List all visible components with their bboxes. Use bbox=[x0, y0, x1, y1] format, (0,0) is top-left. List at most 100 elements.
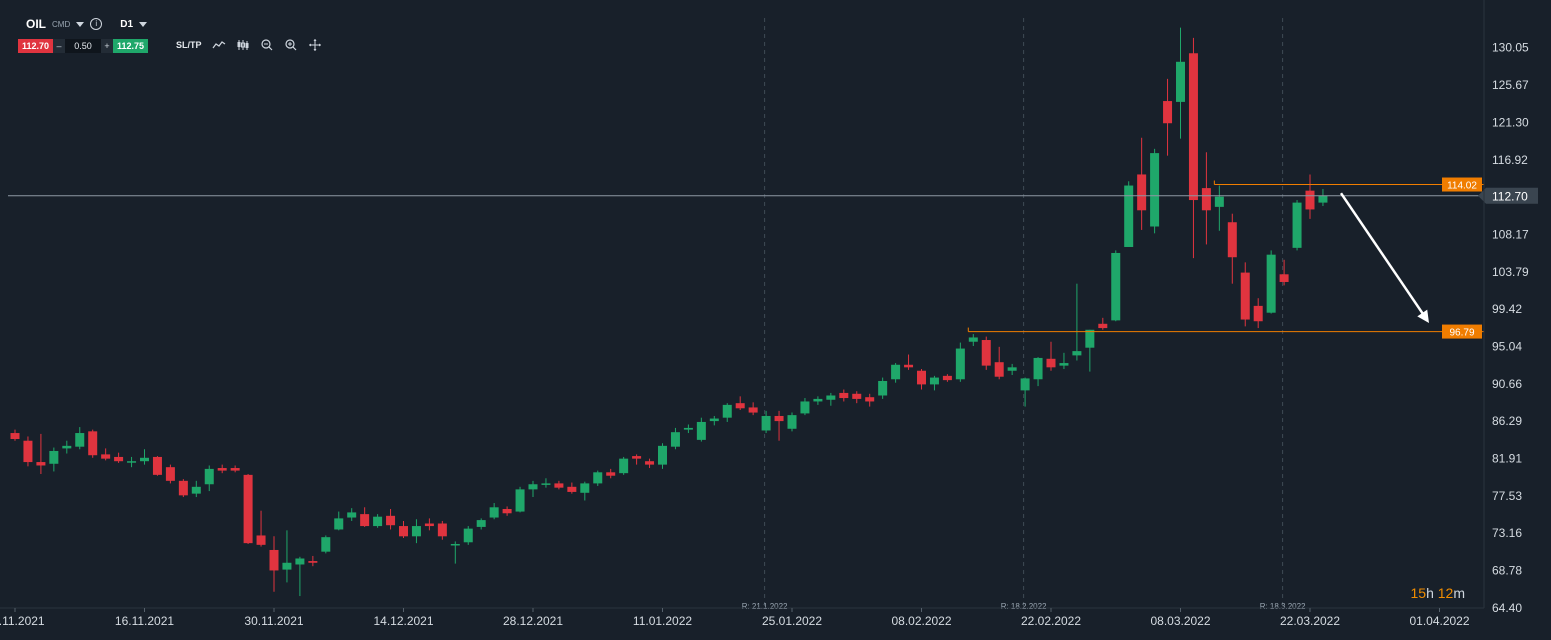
chart-toolbar: OIL CMD i D1 112.70 – 0.50 + 112.75 SL/T… bbox=[0, 0, 1551, 64]
time-axis[interactable]: 02.11.2021 16.11.2021 30.11.2021 14.12.2021… bbox=[0, 607, 1484, 628]
forecast-arrow-head bbox=[1417, 309, 1429, 323]
candle-body bbox=[476, 520, 486, 527]
candle-body bbox=[36, 462, 46, 466]
price-tick-label: 73.16 bbox=[1492, 526, 1522, 540]
candle-body bbox=[774, 415, 784, 422]
candle-body bbox=[891, 364, 901, 380]
candle-body bbox=[826, 395, 836, 400]
candle-body bbox=[489, 507, 499, 518]
candle-body bbox=[437, 523, 447, 537]
candle-body bbox=[1253, 305, 1263, 322]
symbol-name[interactable]: OIL bbox=[26, 17, 46, 31]
rollover-label: R: 18.2.2022 bbox=[1001, 602, 1047, 611]
candle-body bbox=[1318, 195, 1328, 203]
buy-button[interactable]: 112.75 bbox=[113, 39, 149, 53]
zoom-out-icon[interactable] bbox=[260, 39, 274, 51]
candle-body bbox=[515, 489, 525, 512]
symbol-dropdown-chevron-icon[interactable] bbox=[76, 21, 85, 27]
symbol-row: OIL CMD i D1 bbox=[26, 17, 148, 31]
price-levels[interactable]: 112.70 114.02 96.79 bbox=[8, 177, 1538, 339]
candle-body bbox=[217, 468, 227, 471]
time-tick-label: 25.01.2022 bbox=[762, 614, 822, 628]
price-tick-label: 90.66 bbox=[1492, 377, 1522, 391]
current-price-badge bbox=[1478, 187, 1538, 204]
candle-body bbox=[1085, 329, 1095, 348]
forecast-arrow bbox=[1339, 192, 1429, 323]
candle-body bbox=[1033, 357, 1043, 380]
instrument-type: CMD bbox=[52, 19, 71, 29]
candle-body bbox=[1201, 188, 1211, 211]
timeframe-value[interactable]: D1 bbox=[120, 18, 134, 30]
candle-body bbox=[152, 456, 162, 475]
time-tick-label: 28.12.2021 bbox=[503, 614, 563, 628]
candle-body bbox=[955, 348, 965, 380]
candle-body bbox=[813, 398, 823, 402]
candle-body bbox=[1098, 323, 1108, 329]
candle-body bbox=[1188, 53, 1198, 201]
time-tick-label: 22.02.2022 bbox=[1021, 614, 1081, 628]
crosshair-icon[interactable] bbox=[308, 39, 322, 51]
candle-body bbox=[1292, 202, 1302, 248]
lot-decrease-button[interactable]: – bbox=[53, 39, 66, 53]
candle-body bbox=[101, 454, 111, 459]
candle-body bbox=[1046, 358, 1056, 368]
sltp-button[interactable]: SL/TP bbox=[176, 40, 202, 50]
current-price-label: 112.70 bbox=[1492, 189, 1528, 203]
time-tick-label: 14.12.2021 bbox=[373, 614, 433, 628]
time-tick-label: 08.03.2022 bbox=[1150, 614, 1210, 628]
candle-body bbox=[1176, 61, 1185, 102]
candle-body bbox=[1163, 101, 1173, 124]
candle-body bbox=[541, 483, 551, 485]
candle-body bbox=[502, 509, 512, 514]
candle-body bbox=[1124, 185, 1134, 247]
candle-body bbox=[1266, 254, 1276, 313]
candle-body bbox=[645, 461, 655, 465]
level-label: 114.02 bbox=[1447, 181, 1477, 192]
time-tick-label: 08.02.2022 bbox=[891, 614, 951, 628]
candle-body bbox=[256, 535, 266, 545]
countdown-hours-unit: h bbox=[1426, 585, 1434, 601]
candle-body bbox=[696, 421, 706, 440]
candle-body bbox=[269, 549, 279, 571]
candle-body bbox=[800, 401, 810, 414]
candle-body bbox=[334, 518, 344, 530]
candle-body bbox=[567, 486, 577, 492]
sell-button[interactable]: 112.70 bbox=[18, 39, 54, 53]
info-icon[interactable]: i bbox=[90, 18, 103, 30]
candle-body bbox=[1214, 196, 1224, 207]
rollover-label: R: 21.1.2022 bbox=[742, 602, 788, 611]
price-axis[interactable]: 130.05 125.67 121.30 116.92 108.17 103.79 99.4… bbox=[1483, 0, 1529, 615]
time-tick-label: 16.11.2021 bbox=[115, 614, 174, 628]
lot-increase-button[interactable]: + bbox=[101, 39, 114, 53]
price-tick-label: 121.30 bbox=[1492, 115, 1529, 129]
candle-body bbox=[282, 562, 292, 570]
time-tick-label: 11.01.2022 bbox=[633, 614, 692, 628]
price-tick-label: 64.40 bbox=[1492, 601, 1522, 615]
price-tick-label: 77.53 bbox=[1492, 489, 1522, 503]
forecast-arrow-shaft bbox=[1339, 192, 1427, 318]
candle-body bbox=[49, 450, 59, 464]
candle-body bbox=[942, 375, 952, 381]
candle-body bbox=[178, 480, 188, 496]
candle-body bbox=[360, 514, 370, 527]
timeframe-chevron-icon[interactable] bbox=[139, 21, 148, 27]
rollover-markers: R: 21.1.2022 R: 18.2.2022 R: 18.3.2022 bbox=[742, 18, 1306, 611]
countdown-minutes: 12 bbox=[1437, 585, 1454, 601]
line-chart-icon[interactable] bbox=[212, 39, 226, 51]
candle-body bbox=[968, 337, 978, 342]
candle-body bbox=[839, 392, 849, 399]
price-tick-label: 81.91 bbox=[1492, 452, 1522, 466]
time-tick-label: 22.03.2022 bbox=[1280, 614, 1340, 628]
zoom-in-icon[interactable] bbox=[284, 39, 298, 51]
candles-icon[interactable] bbox=[236, 39, 250, 51]
candle-body bbox=[204, 468, 214, 485]
lot-input[interactable]: 0.50 bbox=[65, 39, 102, 53]
level-label-bg bbox=[1442, 324, 1482, 339]
price-tick-label: 95.04 bbox=[1492, 340, 1522, 354]
candle-body bbox=[878, 380, 888, 396]
rollover-label: R: 18.3.2022 bbox=[1260, 602, 1306, 611]
time-tick-label: 01.04.2022 bbox=[1409, 614, 1469, 628]
candle-body bbox=[1240, 272, 1250, 320]
